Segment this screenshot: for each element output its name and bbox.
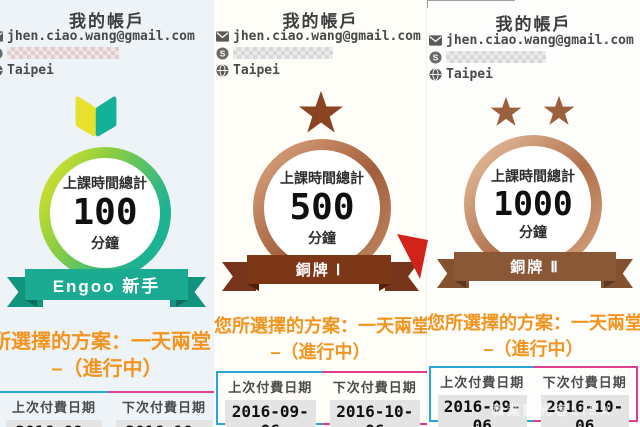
email-icon [429,34,442,46]
svg-text:S: S [220,48,226,58]
location-row: Taipei [429,66,634,82]
total-minutes-value: 1000 [493,183,573,223]
rank-ribbon: 銅牌 Ⅰ [247,255,391,284]
location-row: Taipei [0,62,195,78]
ribbon-fold-left [25,300,37,307]
minutes-unit-label: 分鐘 [519,224,547,241]
screenshot-edge-line [427,0,515,1]
total-minutes-value: 500 [289,187,355,229]
location-globe-icon [0,65,3,75]
plan-text: 您所選擇的方案：一天兩堂 [214,316,427,336]
badge-ring-center: 上課時間總計 1000 分鐘 [475,146,591,262]
next-payment-date: 2016-10-06 [540,395,629,427]
badge-ring-center: 上課時間總計 500 分鐘 [264,150,380,266]
location-value: Taipei [446,66,493,82]
last-payment-column: 上次付費日期 2016-09-06 [218,373,323,427]
ribbon-fold-right [604,281,616,288]
skype-row: S [429,49,634,65]
page-title: 我的帳戶 [69,12,145,31]
badge-ring: 上課時間總計 500 分鐘 [253,139,391,277]
last-payment-column: 上次付費日期 2016-09-06 [431,368,534,427]
badge-ring-center: 上課時間總計 100 分鐘 [50,158,160,268]
watermark-text: 職業觀光客LISA [491,403,613,418]
minutes-unit-label: 分鐘 [308,229,336,246]
next-payment-column: 下次付費日期 2016-10-06 [323,373,428,427]
next-payment-header: 下次付費日期 [542,375,627,390]
plan-text: 您所選擇的方案：一天兩堂 [0,331,211,353]
email-row: jhen.ciao.wang@gmail.com [0,28,195,44]
next-payment-header: 下次付費日期 [332,380,417,395]
skype-row: S [216,45,421,61]
last-payment-date: 2016-09-06 [438,395,527,427]
location-globe-icon [429,67,442,81]
location-value: Taipei [233,62,280,78]
total-class-time-label: 上課時間總計 [491,167,575,184]
bronze-star-icon-left [490,96,522,126]
skype-icon: S [0,48,3,58]
bronze-star-icon-right [543,95,575,125]
skype-row: S [0,45,195,61]
account-panel-bronze1: 我的帳戶 jhen.ciao.wang@gmail.com S Taipei 上… [214,0,427,427]
censored-skype-id [446,51,546,63]
next-payment-date: 2016-10-06 [116,420,212,427]
censored-skype-id [233,47,333,59]
account-panel-newbie: 我的帳戶 jhen.ciao.wang@gmail.com S Taipei 上… [0,0,214,427]
payment-dates-table: 上次付費日期 2016-09-06 下次付費日期 2016-10-06 [0,391,214,427]
censored-skype-id [7,47,119,59]
badge-ring: 上課時間總計 100 分鐘 [39,147,171,279]
contact-info: jhen.ciao.wang@gmail.com S Taipei [0,28,195,79]
email-value: jhen.ciao.wang@gmail.com [446,32,634,48]
next-payment-date: 2016-10-06 [329,400,420,427]
ribbon-fold-right [176,300,188,307]
last-payment-header: 上次付費日期 [228,380,313,395]
last-payment-column: 上次付費日期 2016-09-06 [0,393,109,427]
skype-icon: S [429,50,442,64]
rank-ribbon: Engoo 新手 [25,269,188,300]
next-payment-header: 下次付費日期 [121,400,206,415]
last-payment-header: 上次付費日期 [11,400,96,415]
svg-text:S: S [433,52,439,62]
total-class-time-label: 上課時間總計 [63,175,147,192]
last-payment-date: 2016-09-06 [6,420,102,427]
badge-ring: 上課時間總計 1000 分鐘 [464,135,602,273]
plan-status-text: –（進行中） [483,339,584,359]
ribbon-fold-left [454,281,466,288]
plan-status-text: –（進行中） [51,358,163,380]
rank-ribbon: 銅牌 Ⅱ [454,252,616,281]
contact-info: jhen.ciao.wang@gmail.com S Taipei [429,32,634,83]
next-payment-column: 下次付費日期 2016-10-06 [534,368,637,427]
minutes-unit-label: 分鐘 [91,234,119,251]
email-icon [216,30,229,42]
payment-dates-table: 上次付費日期 2016-09-06 下次付費日期 2016-10-06 [216,371,428,427]
screenshot-edge-tick [427,0,428,8]
last-payment-header: 上次付費日期 [440,375,525,390]
total-class-time-label: 上課時間總計 [280,170,364,187]
next-payment-column: 下次付費日期 2016-10-06 [109,393,214,427]
page-title: 我的帳戶 [282,12,359,31]
page-title: 我的帳戶 [495,15,572,34]
location-value: Taipei [7,62,54,78]
plan-text: 您所選擇的方案：一天兩堂 [427,313,640,333]
account-panel-bronze2: 我的帳戶 jhen.ciao.wang@gmail.com S Taipei 上… [427,0,640,427]
last-payment-date: 2016-09-06 [225,400,316,427]
email-row: jhen.ciao.wang@gmail.com [216,28,421,44]
contact-info: jhen.ciao.wang@gmail.com S Taipei [216,28,421,79]
skype-icon: S [216,46,229,60]
email-icon [0,30,3,42]
bronze-star-icon [299,90,343,133]
beginner-mark-icon [75,96,117,137]
location-globe-icon [216,63,229,77]
plan-status-text: –（進行中） [270,342,371,362]
ribbon-fold-right [379,284,391,291]
email-row: jhen.ciao.wang@gmail.com [429,32,634,48]
email-value: jhen.ciao.wang@gmail.com [7,28,195,44]
red-triangle-marker-icon [397,234,428,279]
location-row: Taipei [216,62,421,78]
total-minutes-value: 100 [72,192,138,234]
panel-seam-divider [426,0,427,427]
ribbon-fold-left [247,284,259,291]
email-value: jhen.ciao.wang@gmail.com [233,28,421,44]
payment-dates-table: 上次付費日期 2016-09-06 下次付費日期 2016-10-06 [429,366,638,427]
